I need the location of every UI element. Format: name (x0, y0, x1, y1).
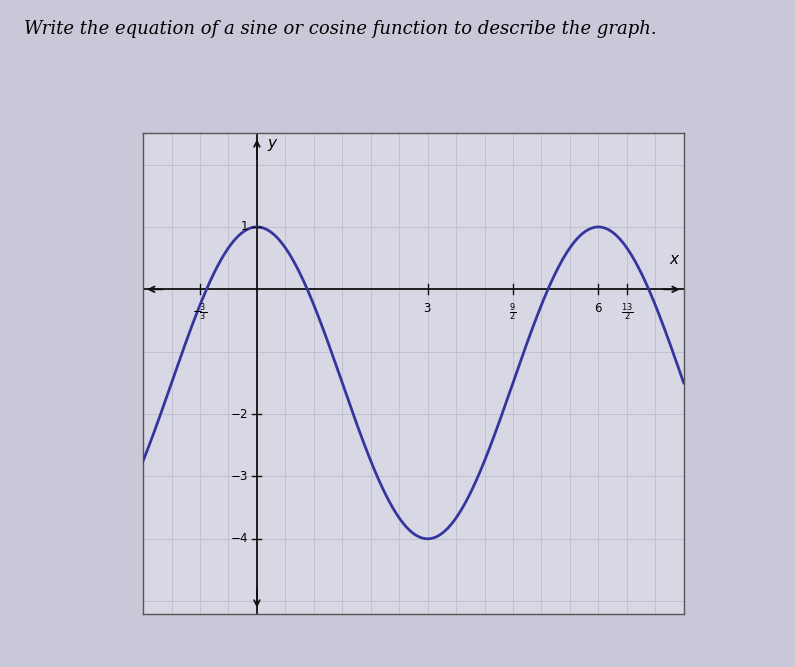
Text: $-4$: $-4$ (230, 532, 248, 546)
Text: $-2$: $-2$ (231, 408, 248, 421)
Text: $y$: $y$ (267, 137, 279, 153)
Text: $6$: $6$ (594, 301, 603, 315)
Text: Write the equation of a sine or cosine function to describe the graph.: Write the equation of a sine or cosine f… (24, 20, 657, 38)
Text: $-\!\frac{3}{3}$: $-\!\frac{3}{3}$ (192, 301, 207, 323)
Text: $\frac{9}{2}$: $\frac{9}{2}$ (510, 301, 517, 323)
Text: $-3$: $-3$ (230, 470, 248, 483)
Text: $3$: $3$ (424, 301, 432, 315)
Text: $\frac{13}{2}$: $\frac{13}{2}$ (621, 301, 633, 323)
Text: $1$: $1$ (240, 221, 248, 233)
Text: $x$: $x$ (669, 253, 681, 267)
